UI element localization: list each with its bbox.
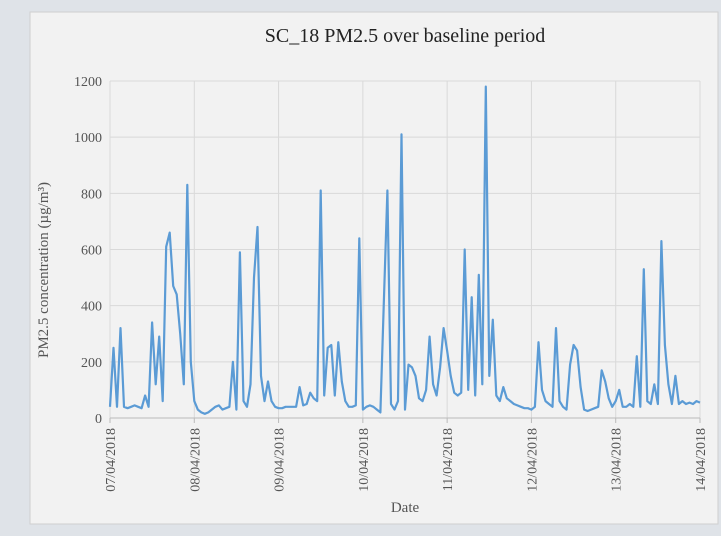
y-tick-label: 400 [81, 300, 102, 315]
x-tick-label: 13/04/2018 [610, 428, 625, 492]
x-tick-label: 12/04/2018 [525, 428, 540, 492]
x-tick-label: 14/04/2018 [694, 428, 709, 492]
y-tick-label: 800 [81, 187, 102, 202]
y-tick-label: 1200 [74, 75, 102, 90]
x-tick-label: 11/04/2018 [441, 428, 456, 491]
y-axis-title: PM2.5 concentration (µg/m³) [36, 182, 52, 358]
x-axis-title: Date [391, 500, 420, 516]
y-tick-label: 600 [81, 244, 102, 259]
x-tick-label: 09/04/2018 [273, 428, 288, 492]
chart-title: SC_18 PM2.5 over baseline period [265, 25, 546, 47]
y-tick-label: 200 [81, 356, 102, 371]
page: SC_18 PM2.5 over baseline period Date PM… [0, 0, 721, 541]
chart: SC_18 PM2.5 over baseline period Date PM… [0, 0, 721, 536]
x-tick-label: 08/04/2018 [188, 428, 203, 492]
x-tick-label: 10/04/2018 [357, 428, 372, 492]
y-tick-label: 1000 [74, 131, 102, 146]
y-tick-label: 0 [95, 412, 102, 427]
x-tick-label: 07/04/2018 [104, 428, 119, 492]
